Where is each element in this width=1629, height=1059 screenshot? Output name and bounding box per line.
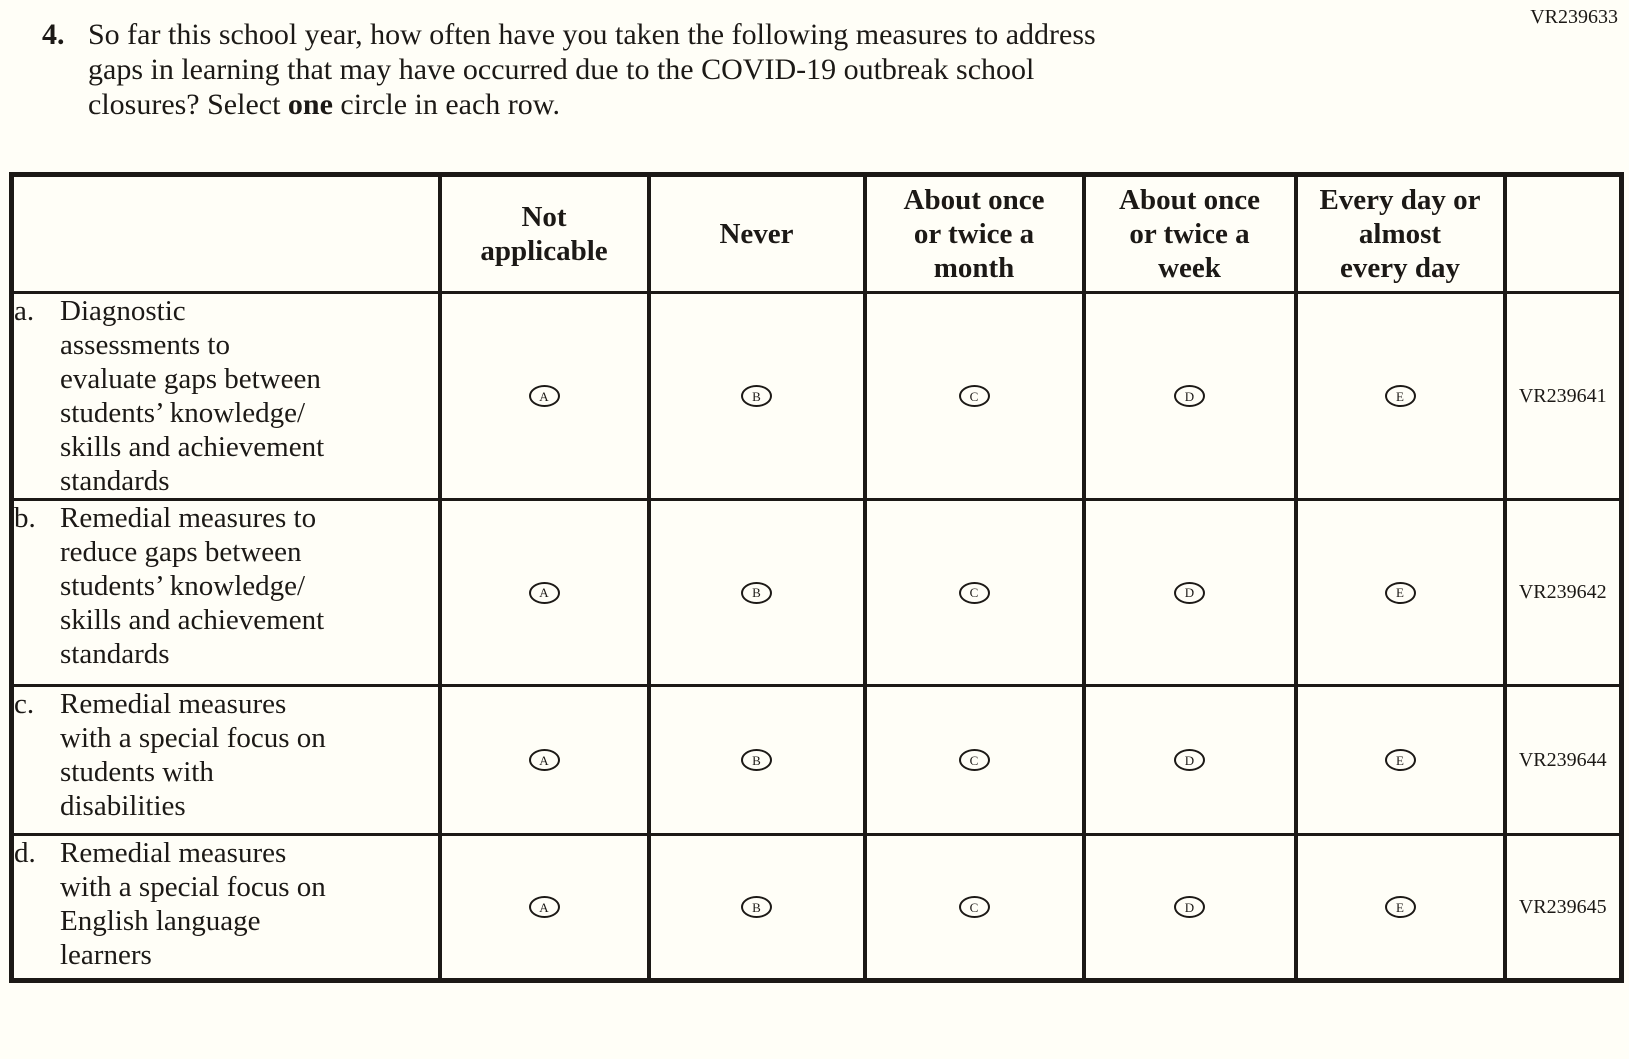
row-b-option-bubble-a[interactable]: A [528,581,560,604]
row-d-code-cell: VR239645 [1502,833,1624,982]
header-code-cell [1502,173,1624,294]
row-c-cell-every-day: E [1293,684,1507,836]
row-c-code-cell: VR239644 [1502,684,1624,836]
question-text-line3-start: closures? Select [88,88,288,121]
row-d-option-bubble-a[interactable]: A [528,896,560,918]
question-text-line2: gaps in learning that may have occurred … [88,53,1035,86]
row-d-code: VR239645 [1518,895,1607,918]
row-d-cell-once-twice-week: D [1081,833,1298,982]
header-stub-cell [9,173,442,294]
row-a-cell-once-twice-week: D [1081,291,1298,501]
row-c-cell-not-applicable: A [437,684,651,836]
row-c-cell-never: B [646,684,867,836]
table-row-b: b. Remedial measures to reduce gaps betw… [9,498,1624,687]
row-a-cell-every-day: E [1293,291,1507,501]
row-a-option-bubble-c[interactable]: C [958,385,990,407]
question-number: 4. [42,18,65,51]
column-header-once-twice-week: About once or twice a week [1081,173,1298,294]
row-b-cell-once-twice-week: D [1081,498,1298,687]
response-matrix-table: Not applicable Never About once or twice… [9,172,1624,983]
row-a-option-bubble-b[interactable]: B [741,385,772,407]
row-b-cell-not-applicable: A [437,498,651,687]
row-d-letter: d. [14,837,36,870]
question-text-line3: closures? Select one circle in each row. [88,87,1096,122]
page-form-code: VR239633 [1530,6,1618,28]
row-b-letter: b. [14,502,36,535]
row-b-cell-every-day: E [1293,498,1507,687]
row-c-option-bubble-d[interactable]: D [1174,749,1205,771]
row-d-label-cell: d. Remedial measures with a special focu… [9,833,442,982]
row-c-option-bubble-a[interactable]: A [528,749,560,771]
row-b-option-bubble-c[interactable]: C [958,581,990,604]
row-d-option-bubble-d[interactable]: D [1174,896,1205,918]
row-b-code-cell: VR239642 [1502,498,1624,687]
row-b-cell-once-twice-month: C [862,498,1086,687]
row-c-cell-once-twice-month: C [862,684,1086,836]
row-c-label: Remedial measures with a special focus o… [60,688,326,823]
row-b-option-bubble-d[interactable]: D [1174,581,1205,604]
row-b-label-cell: b. Remedial measures to reduce gaps betw… [9,498,442,687]
table-row-d: d. Remedial measures with a special focu… [9,833,1624,982]
row-a-label: Diagnostic assessments to evaluate gaps … [60,295,325,497]
row-c-option-bubble-c[interactable]: C [958,749,990,771]
column-header-every-day: Every day or almost every day [1293,173,1507,294]
question-text-line3-end: circle in each row. [332,88,561,121]
row-a-code: VR239641 [1518,384,1607,407]
header-row: Not applicable Never About once or twice… [9,173,1624,294]
row-d-label: Remedial measures with a special focus o… [60,837,326,972]
row-b-option-bubble-b[interactable]: B [741,581,772,604]
row-a-cell-once-twice-month: C [862,291,1086,501]
row-c-option-bubble-b[interactable]: B [741,749,772,771]
column-header-not-applicable: Not applicable [437,173,651,294]
question-block: 4. So far this school year, how often ha… [42,17,1609,122]
row-d-cell-never: B [646,833,867,982]
table-row-a: a. Diagnostic assessments to evaluate ga… [9,291,1624,501]
row-c-cell-once-twice-week: D [1081,684,1298,836]
row-b-cell-never: B [646,498,867,687]
row-a-label-cell: a. Diagnostic assessments to evaluate ga… [9,291,442,501]
row-d-option-bubble-c[interactable]: C [958,896,990,918]
row-b-label: Remedial measures to reduce gaps between… [60,502,325,671]
table-row-c: c. Remedial measures with a special focu… [9,684,1624,836]
row-d-cell-every-day: E [1293,833,1507,982]
row-c-option-bubble-e[interactable]: E [1384,749,1416,771]
question-text: So far this school year, how often have … [88,17,1096,122]
row-a-code-cell: VR239641 [1502,291,1624,501]
row-d-cell-once-twice-month: C [862,833,1086,982]
row-b-option-bubble-e[interactable]: E [1384,581,1416,604]
row-a-option-bubble-d[interactable]: D [1174,385,1205,407]
row-d-cell-not-applicable: A [437,833,651,982]
row-d-option-bubble-e[interactable]: E [1384,896,1416,918]
row-b-code: VR239642 [1518,581,1607,603]
question-text-line3-bold: one [287,88,333,121]
row-a-cell-not-applicable: A [437,291,651,501]
row-c-letter: c. [14,688,35,721]
row-a-option-bubble-a[interactable]: A [528,385,560,407]
row-a-letter: a. [14,295,35,328]
row-d-option-bubble-b[interactable]: B [741,896,772,918]
column-header-never: Never [646,173,867,294]
question-text-line1: So far this school year, how often have … [88,18,1096,51]
row-c-code: VR239644 [1518,748,1607,771]
column-header-once-twice-month: About once or twice a month [862,173,1086,294]
row-a-option-bubble-e[interactable]: E [1384,385,1416,407]
row-c-label-cell: c. Remedial measures with a special focu… [9,684,442,836]
row-a-cell-never: B [646,291,867,501]
